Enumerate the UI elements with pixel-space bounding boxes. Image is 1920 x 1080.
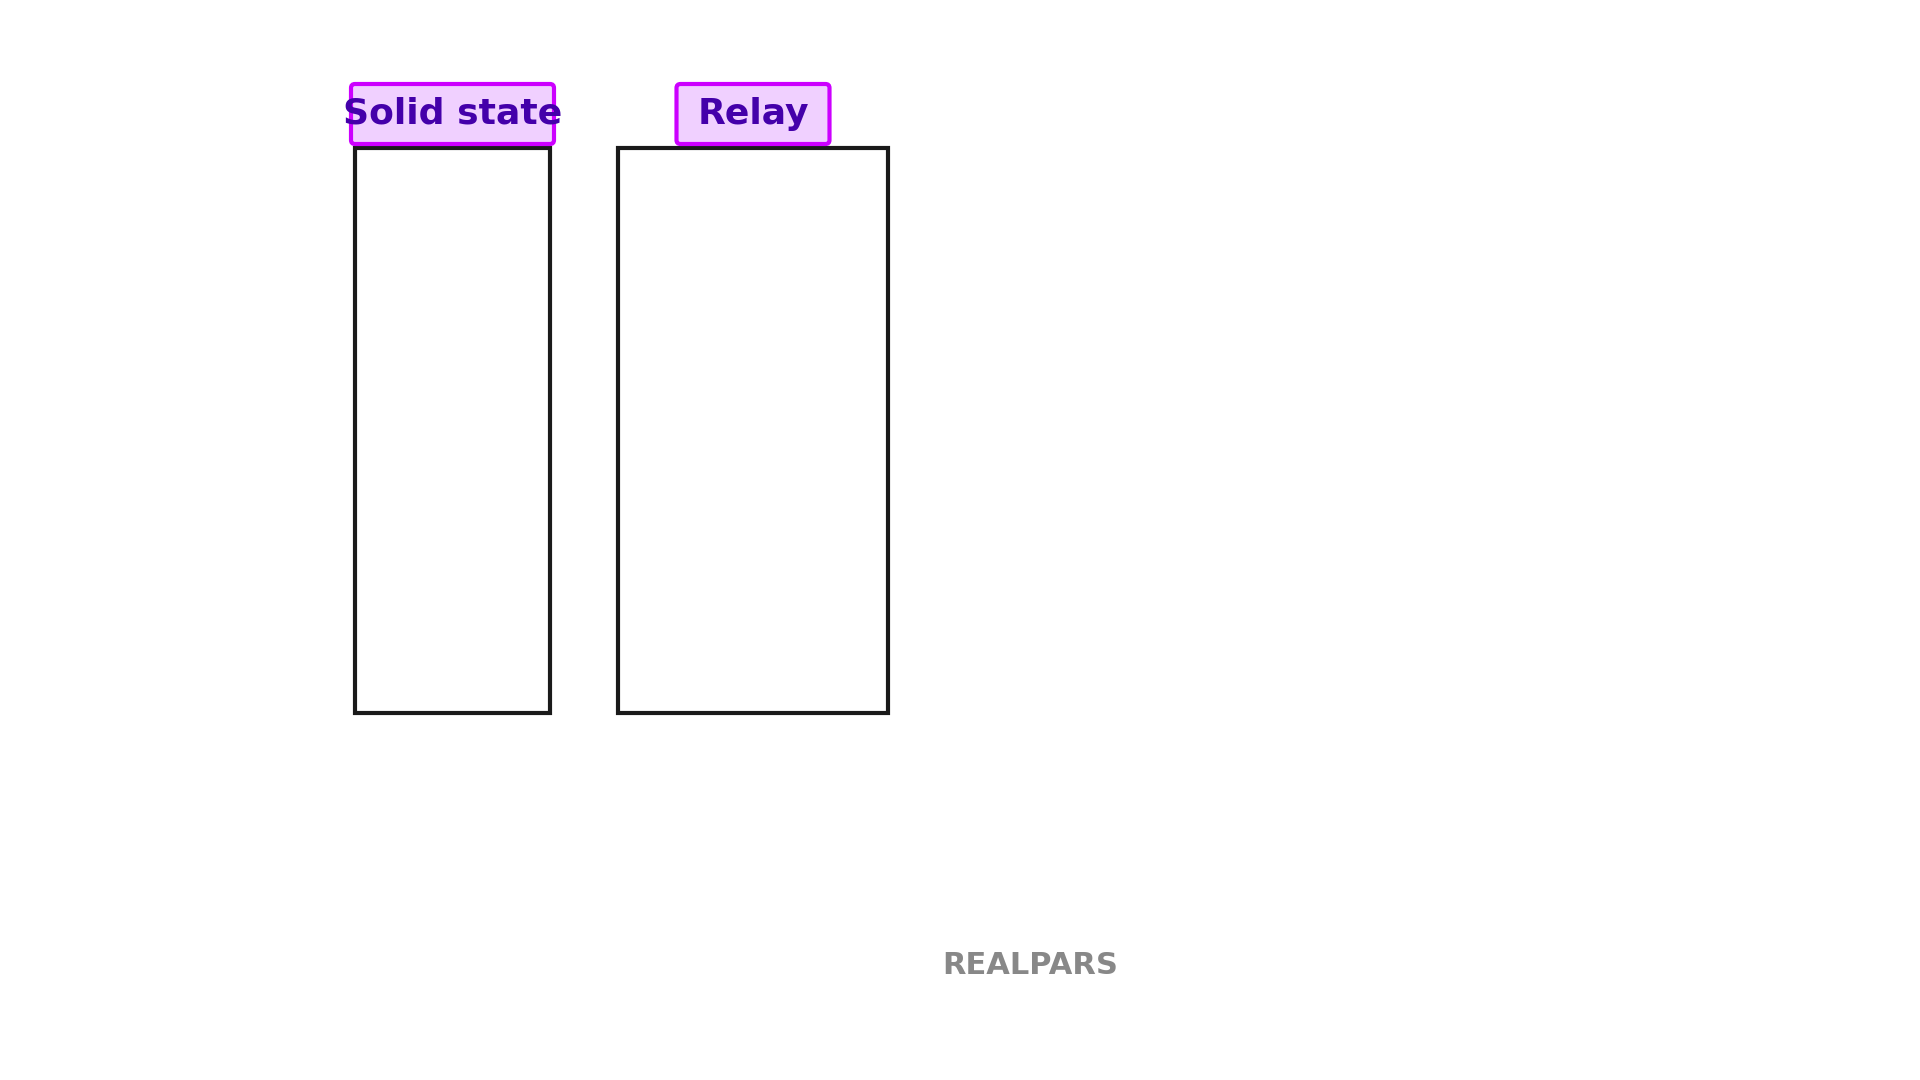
FancyBboxPatch shape [676, 84, 829, 144]
Circle shape [862, 599, 885, 623]
Circle shape [620, 599, 643, 623]
FancyBboxPatch shape [351, 84, 555, 144]
Bar [705, 622, 812, 671]
Circle shape [620, 418, 643, 443]
Bar [618, 148, 887, 713]
Circle shape [526, 243, 549, 268]
Circle shape [862, 238, 885, 261]
Bar [363, 156, 468, 705]
Bar [691, 181, 826, 318]
Text: REALPARS: REALPARS [943, 950, 1117, 980]
Bar [697, 156, 810, 705]
Bar [691, 363, 826, 498]
Ellipse shape [465, 203, 549, 308]
Circle shape [526, 418, 549, 443]
Circle shape [862, 418, 885, 443]
Bar [705, 442, 812, 490]
Ellipse shape [465, 548, 549, 652]
Text: Solid state: Solid state [344, 97, 563, 131]
Circle shape [526, 588, 549, 612]
Bar [691, 543, 826, 679]
Text: Relay: Relay [697, 97, 808, 131]
Ellipse shape [465, 378, 549, 483]
Bar [705, 260, 812, 309]
Circle shape [620, 238, 643, 261]
Bar [355, 148, 549, 713]
